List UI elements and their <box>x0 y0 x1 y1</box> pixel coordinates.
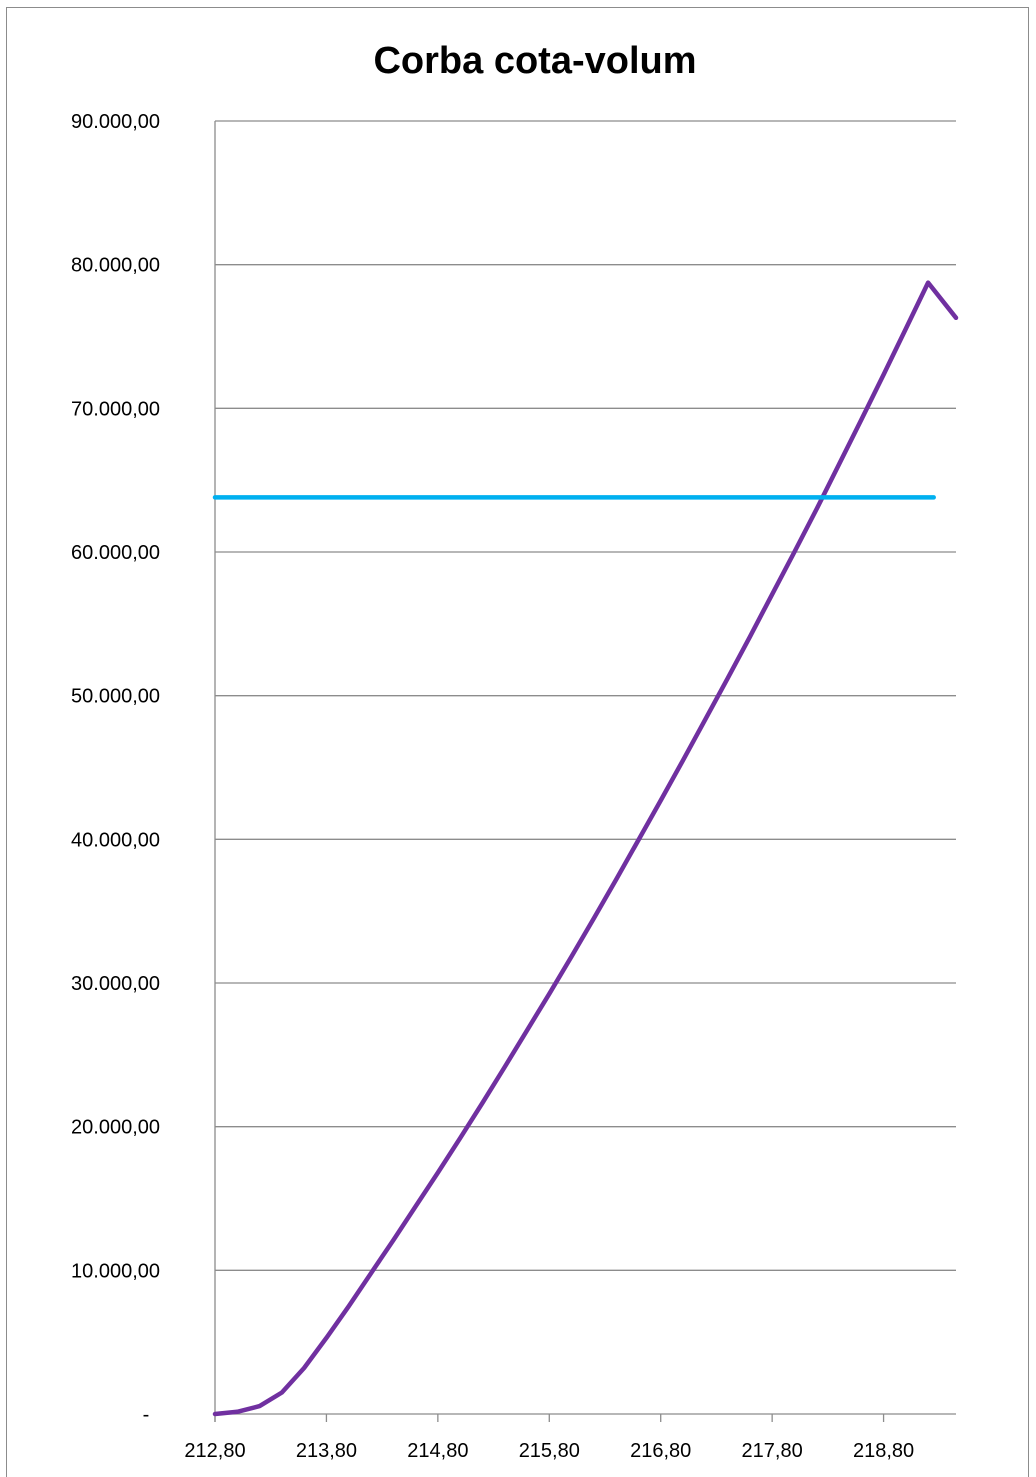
y-tick-label: 90.000,00 <box>71 111 160 133</box>
y-tick-label: 30.000,00 <box>71 973 160 995</box>
x-tick-label: 212,80 <box>184 1440 245 1462</box>
y-tick-label: 70.000,00 <box>71 398 160 420</box>
axes <box>214 121 956 1422</box>
y-tick-label: 10.000,00 <box>71 1260 160 1282</box>
y-tick-label: 80.000,00 <box>71 255 160 277</box>
series-lines <box>212 280 959 1417</box>
x-tick-label: 217,80 <box>742 1440 803 1462</box>
chart-frame <box>6 7 1029 1477</box>
x-tick-label: 218,80 <box>853 1440 914 1462</box>
y-tick-label: 20.000,00 <box>71 1117 160 1139</box>
x-tick-label: 213,80 <box>296 1440 357 1462</box>
grid-lines <box>215 120 956 1271</box>
y-tick-label: 40.000,00 <box>71 829 160 851</box>
y-tick-label: - <box>143 1404 150 1426</box>
x-axis-tick-labels: 212,80 213,80 214,80 215,80 216,80 217,80 218,… <box>184 1440 914 1462</box>
y-tick-label: 50.000,00 <box>71 686 160 708</box>
y-axis-tick-labels: - 10.000,00 20.000,00 30.000,00 40.000,00 50.… <box>71 111 160 1426</box>
series-line-curve <box>212 280 959 1417</box>
x-tick-label: 215,80 <box>519 1440 580 1462</box>
chart-title: Corba cota-volum <box>373 40 696 82</box>
x-tick-label: 214,80 <box>407 1440 468 1462</box>
y-tick-label: 60.000,00 <box>71 542 160 564</box>
x-tick-label: 216,80 <box>630 1440 691 1462</box>
